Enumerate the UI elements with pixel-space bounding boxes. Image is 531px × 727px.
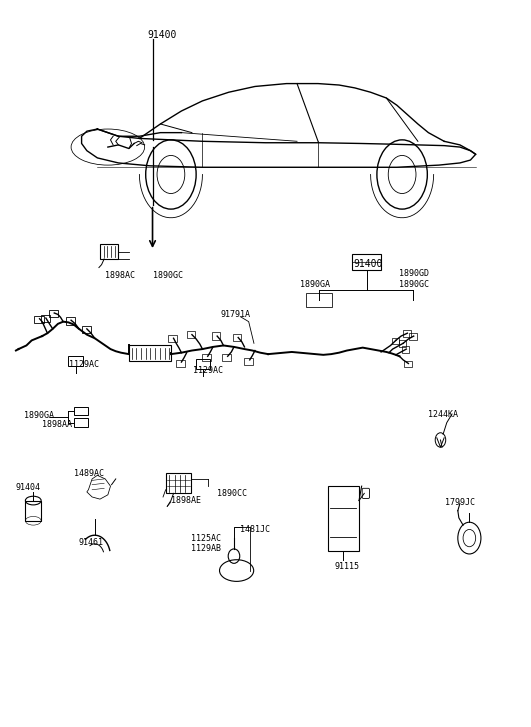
Text: 91400: 91400 <box>353 259 383 269</box>
Text: 1489AC: 1489AC <box>74 469 105 478</box>
Text: 1799JC: 1799JC <box>445 497 475 507</box>
Bar <box>166 473 191 494</box>
Bar <box>68 356 83 366</box>
Text: 1129AC: 1129AC <box>193 366 222 375</box>
Bar <box>66 317 75 324</box>
Bar <box>82 326 91 333</box>
Text: 1125AC: 1125AC <box>191 534 221 542</box>
Text: 1890GC: 1890GC <box>399 280 430 289</box>
Text: 1890GC: 1890GC <box>152 271 183 280</box>
Text: 1898AA: 1898AA <box>42 420 72 430</box>
Text: 1890GA: 1890GA <box>24 411 54 420</box>
Text: 1890GD: 1890GD <box>399 269 430 278</box>
Bar <box>399 340 406 347</box>
Bar <box>25 501 41 521</box>
Bar <box>74 407 89 415</box>
Text: 1481JC: 1481JC <box>241 525 270 534</box>
Bar <box>244 358 253 365</box>
Polygon shape <box>87 475 110 499</box>
Bar <box>403 330 410 337</box>
Text: 1898AC: 1898AC <box>105 271 135 280</box>
Bar <box>402 346 409 353</box>
Bar <box>195 359 210 369</box>
Bar <box>74 418 89 427</box>
Bar <box>404 361 412 367</box>
Bar <box>328 486 359 551</box>
Text: 1129AB: 1129AB <box>191 544 221 553</box>
Bar <box>49 310 58 317</box>
Bar <box>352 254 381 270</box>
Text: 91404: 91404 <box>16 483 41 492</box>
Bar <box>391 337 399 344</box>
Text: 1129AC: 1129AC <box>69 361 99 369</box>
Bar <box>40 316 50 322</box>
Text: 91461: 91461 <box>79 538 104 547</box>
Bar <box>222 354 231 361</box>
Bar <box>129 345 171 361</box>
Text: 1898AE: 1898AE <box>171 496 201 505</box>
Text: 91400: 91400 <box>147 31 177 40</box>
Text: 91791A: 91791A <box>221 310 251 319</box>
Bar <box>176 360 185 367</box>
Text: 1890GA: 1890GA <box>299 280 330 289</box>
Text: 91115: 91115 <box>335 563 359 571</box>
Bar <box>168 334 177 342</box>
Bar <box>306 293 332 308</box>
Bar <box>409 333 417 340</box>
Bar <box>35 316 44 323</box>
Text: 1890CC: 1890CC <box>217 489 247 498</box>
Bar <box>187 331 195 338</box>
Bar <box>212 332 220 340</box>
Bar <box>100 244 118 259</box>
Text: 1244KA: 1244KA <box>429 409 458 419</box>
Bar <box>233 334 241 341</box>
Bar <box>202 354 211 361</box>
